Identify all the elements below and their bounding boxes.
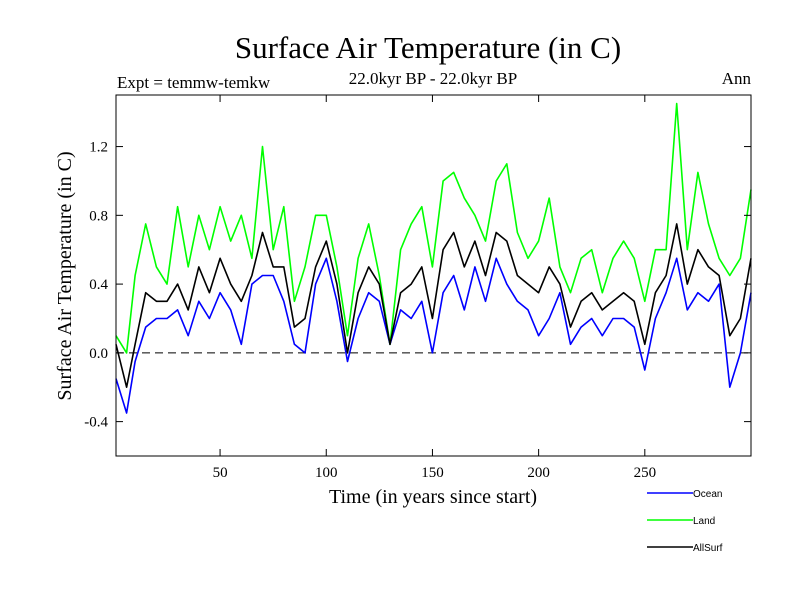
y-tick-label: 0.8 (89, 208, 108, 224)
x-tick-label: 200 (527, 465, 550, 481)
y-tick-label: -0.4 (84, 415, 108, 431)
plot-frame (115, 94, 752, 457)
chart-title: Surface Air Temperature (in C) (235, 30, 621, 65)
y-tick-label: 0.4 (89, 277, 108, 293)
x-axis-label: Time (in years since start) (329, 486, 537, 508)
y-tick-label: 1.2 (89, 140, 108, 156)
y-tick-label: 0.0 (89, 346, 108, 362)
subtitle-right: Ann (722, 69, 752, 88)
x-tick-label: 250 (634, 465, 657, 481)
subtitle-center: 22.0kyr BP - 22.0kyr BP (349, 69, 517, 88)
legend-label-land: Land (693, 516, 715, 527)
x-tick-label: 150 (421, 465, 444, 481)
legend-label-ocean: Ocean (693, 489, 722, 500)
subtitle-left: Expt = temmw-temkw (117, 73, 271, 92)
series-line-land (115, 102, 752, 354)
x-tick-label: 100 (315, 465, 338, 481)
x-tick-label: 50 (213, 465, 228, 481)
y-axis-label: Surface Air Temperature (in C) (54, 151, 76, 400)
series-line-ocean (115, 257, 752, 414)
series-line-allsurf (115, 223, 752, 389)
legend-label-allsurf: AllSurf (693, 543, 723, 554)
